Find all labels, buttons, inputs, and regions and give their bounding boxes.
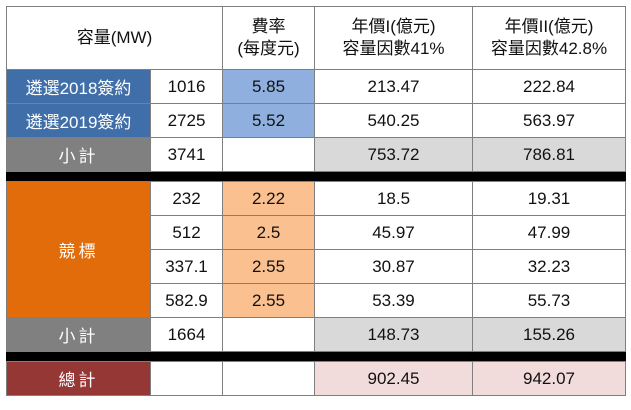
cell-rate bbox=[222, 361, 315, 396]
table-row-auction-subtotal: 小計 1664 148.73 155.26 bbox=[6, 317, 626, 352]
cell-annual2: 942.07 bbox=[472, 361, 626, 396]
separator-bar bbox=[6, 351, 626, 362]
cell-capacity: 2725 bbox=[150, 103, 223, 138]
header-annual1-line2: 容量因數41% bbox=[342, 39, 445, 58]
table-row-selection-2018: 遴選2018簽約 1016 5.85 213.47 222.84 bbox=[6, 69, 626, 104]
row-label-selection-subtotal: 小計 bbox=[6, 137, 151, 172]
cell-annual1: 148.73 bbox=[314, 317, 473, 352]
cell-rate: 2.22 bbox=[222, 181, 315, 216]
cell-annual1: 540.25 bbox=[314, 103, 473, 138]
cell-annual1: 18.5 bbox=[314, 181, 473, 216]
cell-capacity: 3741 bbox=[150, 137, 223, 172]
table-row-selection-2019: 遴選2019簽約 2725 5.52 540.25 563.97 bbox=[6, 103, 626, 138]
cell-annual1: 902.45 bbox=[314, 361, 473, 396]
cell-rate: 2.55 bbox=[222, 249, 315, 284]
cell-annual2: 19.31 bbox=[472, 181, 626, 216]
table-row-auction-4: 582.9 2.55 53.39 55.73 bbox=[7, 283, 626, 318]
cell-annual2: 32.23 bbox=[472, 249, 626, 284]
cell-annual1: 45.97 bbox=[314, 215, 473, 250]
header-annual1-line1: 年價I(億元) bbox=[351, 17, 436, 36]
header-annual2-line1: 年價II(億元) bbox=[504, 17, 594, 36]
cell-annual2: 55.73 bbox=[472, 283, 626, 318]
table-row-auction-3: 337.1 2.55 30.87 32.23 bbox=[7, 249, 626, 284]
row-label-total: 總計 bbox=[6, 361, 151, 396]
cell-capacity: 232 bbox=[150, 181, 223, 216]
header-rate: 費率 (每度元) bbox=[222, 6, 315, 70]
cell-capacity: 1664 bbox=[150, 317, 223, 352]
cell-capacity: 582.9 bbox=[150, 283, 223, 318]
cell-annual1: 30.87 bbox=[314, 249, 473, 284]
table-row-auction-1: 競標 232 2.22 18.5 19.31 bbox=[6, 181, 626, 318]
row-label-auction: 競標 bbox=[6, 181, 151, 318]
cell-rate bbox=[222, 137, 315, 172]
cell-annual2: 222.84 bbox=[472, 69, 626, 104]
header-capacity-text: 容量(MW) bbox=[76, 28, 153, 47]
header-rate-line1: 費率 bbox=[251, 17, 286, 36]
cell-rate: 2.5 bbox=[222, 215, 315, 250]
cell-capacity bbox=[150, 361, 223, 396]
offshore-wind-cost-table: 容量(MW) 費率 (每度元) 年價I(億元) 容量因數41% 年價II(億元)… bbox=[6, 6, 626, 396]
separator-bar bbox=[6, 171, 626, 182]
header-annual2-line2: 容量因數42.8% bbox=[490, 39, 608, 58]
header-annual2: 年價II(億元) 容量因數42.8% bbox=[472, 6, 626, 70]
table-row-total: 總計 902.45 942.07 bbox=[6, 361, 626, 396]
row-label-selection-2018: 遴選2018簽約 bbox=[6, 69, 151, 104]
cell-rate: 5.85 bbox=[222, 69, 315, 104]
cell-rate: 5.52 bbox=[222, 103, 315, 138]
row-label-auction-subtotal: 小計 bbox=[6, 317, 151, 352]
cell-annual2: 786.81 bbox=[472, 137, 626, 172]
separator-row bbox=[6, 171, 626, 182]
table-row-auction-2: 512 2.5 45.97 47.99 bbox=[7, 215, 626, 250]
table-container: 容量(MW) 費率 (每度元) 年價I(億元) 容量因數41% 年價II(億元)… bbox=[6, 6, 626, 396]
cell-annual2: 47.99 bbox=[472, 215, 626, 250]
cell-annual1: 213.47 bbox=[314, 69, 473, 104]
cell-rate bbox=[222, 317, 315, 352]
header-capacity: 容量(MW) bbox=[6, 6, 223, 70]
cell-annual1: 53.39 bbox=[314, 283, 473, 318]
cell-capacity: 337.1 bbox=[150, 249, 223, 284]
cell-capacity: 1016 bbox=[150, 69, 223, 104]
table-row-selection-subtotal: 小計 3741 753.72 786.81 bbox=[6, 137, 626, 172]
cell-annual1: 753.72 bbox=[314, 137, 473, 172]
header-rate-line2: (每度元) bbox=[237, 39, 300, 58]
cell-capacity: 512 bbox=[150, 215, 223, 250]
cell-rate: 2.55 bbox=[222, 283, 315, 318]
cell-annual2: 155.26 bbox=[472, 317, 626, 352]
separator-row bbox=[6, 351, 626, 362]
header-row: 容量(MW) 費率 (每度元) 年價I(億元) 容量因數41% 年價II(億元)… bbox=[6, 6, 626, 70]
header-annual1: 年價I(億元) 容量因數41% bbox=[314, 6, 473, 70]
cell-annual2: 563.97 bbox=[472, 103, 626, 138]
row-label-selection-2019: 遴選2019簽約 bbox=[6, 103, 151, 138]
